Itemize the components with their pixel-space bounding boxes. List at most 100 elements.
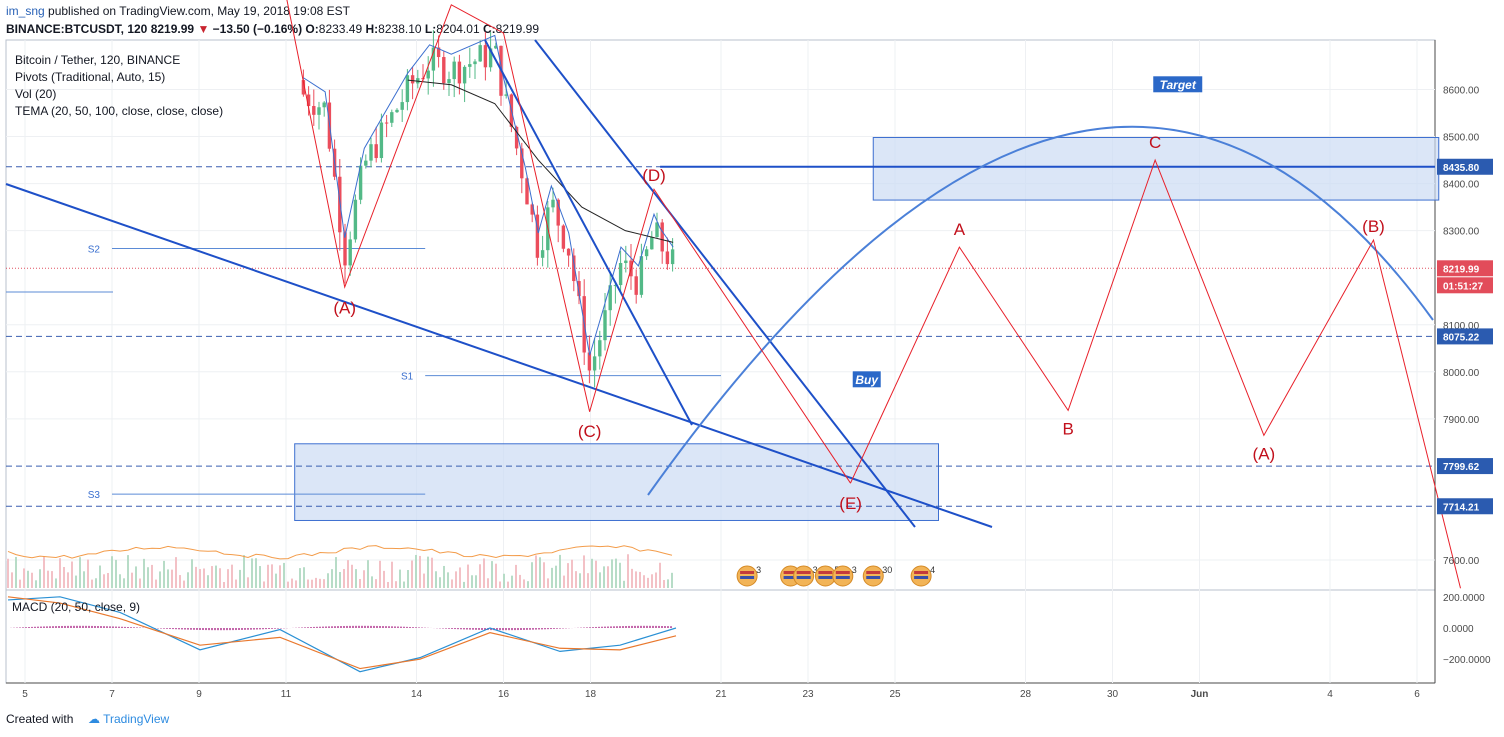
price-label: 8219.99 — [1443, 264, 1480, 275]
annotation-target-box[interactable] — [1152, 75, 1204, 94]
close-label: C: — [482, 22, 496, 36]
candle-up — [358, 165, 363, 200]
candle-up — [639, 256, 644, 295]
author-link[interactable]: im_sng — [6, 4, 45, 18]
us-flag-canton-icon — [796, 576, 811, 579]
candle-down — [301, 80, 306, 95]
candle-down — [561, 225, 566, 249]
candle-down — [572, 255, 576, 282]
candle-up — [452, 61, 456, 80]
macd-plot — [7, 596, 677, 673]
high-label: H: — [365, 22, 379, 36]
price-label-box — [1437, 158, 1493, 175]
annotation-buy-box[interactable] — [851, 370, 882, 389]
price-tick-label: 8300.00 — [1443, 227, 1480, 238]
macd-tick-label: 0.0000 — [1443, 624, 1474, 635]
candle-down — [665, 251, 670, 265]
tema-slow-line — [407, 79, 674, 243]
time-axis[interactable]: 5 7 9 11 14 16 18 21 23 25 28 30 Jun 4 6 — [22, 689, 1420, 700]
price-tick-label: 8600.00 — [1443, 86, 1480, 97]
close-value: 8219.99 — [495, 22, 540, 36]
us-flag-canton-icon — [783, 576, 798, 579]
time-tick-label: 21 — [715, 689, 727, 700]
time-tick-label: 25 — [889, 689, 901, 700]
us-flag-canton-icon — [740, 576, 755, 579]
event-count: 30 — [882, 565, 892, 575]
candle-down — [634, 276, 638, 295]
publish-line: im_sng published on TradingView.com, May… — [6, 4, 350, 18]
candle-down — [514, 126, 519, 149]
candle-up — [400, 102, 404, 110]
annotation-buy[interactable]: Buy — [855, 373, 879, 387]
wave-label-e: (E) — [839, 494, 862, 513]
legend-symbol[interactable]: Bitcoin / Tether, 120, BINANCE — [15, 53, 180, 67]
candle-down — [374, 144, 378, 159]
time-tick-label: 5 — [22, 689, 28, 700]
us-flag-stripe-icon — [866, 571, 881, 574]
candle-down — [436, 47, 441, 58]
us-flag-canton-icon — [835, 576, 850, 579]
us-flag-stripe-icon — [783, 571, 798, 574]
horizontal-levels — [6, 165, 1435, 507]
wave-label-c: C — [1149, 133, 1161, 152]
legend-pivots[interactable]: Pivots (Traditional, Auto, 15) — [15, 70, 165, 84]
candle-up — [379, 122, 384, 159]
candle-up — [624, 260, 628, 264]
price-label: 01:51:27 — [1443, 281, 1483, 292]
legend-tema[interactable]: TEMA (20, 50, 100, close, close, close) — [15, 104, 223, 118]
projection-arc — [647, 125, 1434, 496]
volume-ma-line — [7, 545, 673, 560]
candle-up — [462, 66, 467, 84]
us-flag-canton-icon — [914, 576, 929, 579]
time-tick-label: 11 — [281, 689, 292, 700]
legend-volume[interactable]: Vol (20) — [15, 87, 56, 101]
target-zone-2 — [294, 443, 939, 521]
legend-macd[interactable]: MACD (20, 50, close, 9) — [12, 600, 140, 614]
candle-up — [540, 250, 545, 258]
price-tick-label: 7900.00 — [1443, 415, 1480, 426]
candle-down — [660, 222, 664, 252]
event-count: 3 — [813, 565, 818, 575]
wave-label-a-future: (A) — [1253, 444, 1276, 463]
publish-info: published on TradingView.com, May 19, 20… — [48, 4, 350, 18]
volume-bars — [7, 545, 673, 588]
candle-up — [317, 107, 321, 115]
candle-up — [655, 222, 659, 238]
time-tick-label: 9 — [196, 689, 202, 700]
event-icons: 32353304 — [736, 565, 935, 587]
price-tick-label: 8100.00 — [1443, 321, 1480, 332]
candle-down — [530, 204, 534, 215]
us-flag-canton-icon — [866, 576, 881, 579]
last-price: 8219.99 — [150, 22, 195, 36]
price-label-box — [1437, 458, 1493, 475]
low-value: 8204.01 — [436, 22, 480, 36]
candle-down — [483, 45, 488, 68]
price-label: 8075.22 — [1443, 332, 1480, 343]
candle-down — [312, 106, 316, 115]
candle-up — [494, 45, 498, 49]
event-count: 4 — [930, 565, 935, 575]
candle-up — [551, 199, 555, 208]
tradingview-logo[interactable]: ☁ TradingView — [88, 712, 169, 726]
ohlc-line: BINANCE:BTCUSDT, 120 8219.99 ▼ −13.50 (−… — [6, 22, 539, 36]
candle-up — [364, 160, 368, 166]
candle-up — [644, 249, 649, 257]
time-tick-label: 28 — [1020, 689, 1032, 700]
us-flag-stripe-icon — [818, 571, 833, 574]
pivot-lines: S2 S1 S3 — [6, 245, 721, 501]
annotation-target[interactable]: Target — [1160, 78, 1197, 92]
time-tick-label: 7 — [109, 689, 115, 700]
annotations: Target Buy — [851, 75, 1204, 389]
price-tick-label: 8000.00 — [1443, 368, 1480, 379]
candle-down — [535, 214, 540, 258]
time-tick-label: 4 — [1327, 689, 1333, 700]
candle-up — [618, 263, 623, 286]
signal-line — [7, 596, 677, 670]
candle-up — [405, 75, 410, 103]
time-tick-label: 6 — [1414, 689, 1420, 700]
price-axis[interactable]: 8600.00 8500.00 8400.00 8300.00 8100.00 8000.… — [1437, 86, 1493, 667]
time-tick-label: 30 — [1107, 689, 1119, 700]
candle-up — [369, 144, 373, 161]
price-label: 8435.80 — [1443, 163, 1480, 174]
